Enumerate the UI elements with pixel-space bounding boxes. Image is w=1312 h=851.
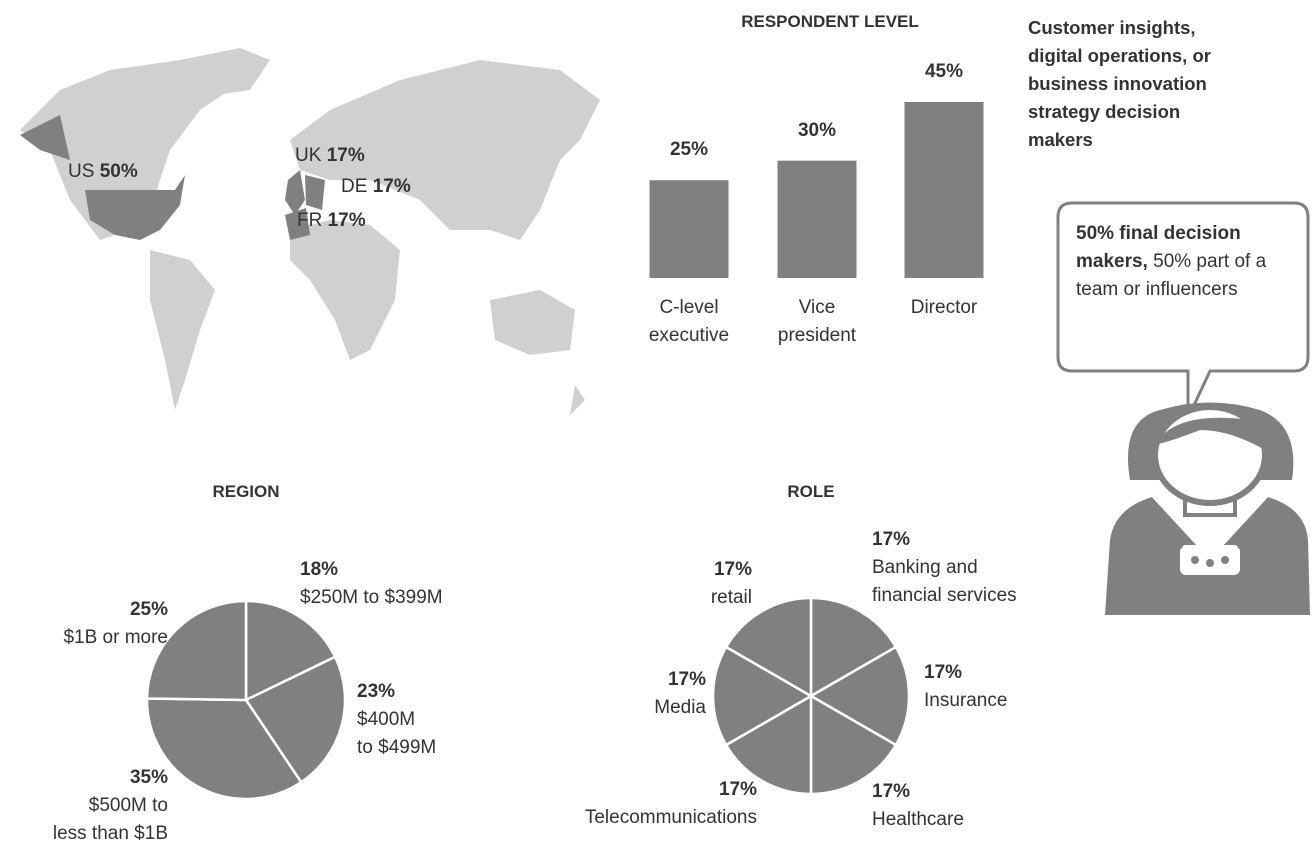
region-label: FR 17% <box>297 207 366 235</box>
category-label: $1B or more <box>63 627 168 648</box>
value-label: 18% <box>300 559 339 580</box>
chart-title: RESPONDENT LEVEL <box>741 12 919 31</box>
pie-slice <box>724 693 813 796</box>
pie-slice <box>809 693 898 796</box>
category-label: Telecommunications <box>584 807 757 828</box>
pie-slice <box>244 599 337 702</box>
category-label: $500M to less than $1B <box>52 795 168 844</box>
bar <box>904 102 984 278</box>
region-name: FR <box>297 210 323 231</box>
category-label: Insurance <box>924 690 1008 711</box>
value-label: 30% <box>797 119 837 141</box>
category-label: $400M to $499M <box>357 709 437 758</box>
bar <box>649 180 729 278</box>
pie-slice <box>724 596 813 699</box>
callout-bold: 50% final decision makers, <box>1076 223 1241 272</box>
value-label: 17% <box>924 662 963 683</box>
category-label: $250M to $399M <box>300 587 443 608</box>
category-label: retail <box>710 587 752 608</box>
bar <box>777 160 857 278</box>
region-label: DE 17% <box>341 173 411 201</box>
highlighted-countries <box>20 115 325 240</box>
value-label: 35% <box>129 767 168 788</box>
pie-slice <box>145 599 248 702</box>
region-label: UK 17% <box>295 142 365 170</box>
callout-bubble <box>1056 201 1310 419</box>
value-label: 17% <box>713 559 752 580</box>
category-label: Banking and financial services <box>872 557 1017 606</box>
region-name: US <box>68 161 95 182</box>
region-name: UK <box>295 145 322 166</box>
audience-text: Customer insights, digital operations, o… <box>1028 17 1211 150</box>
pie-slice <box>711 645 814 747</box>
region-value: 17% <box>372 176 411 197</box>
value-label: 17% <box>718 779 757 800</box>
person-icon <box>1105 402 1310 615</box>
value-label: 17% <box>667 669 706 690</box>
pie-slice <box>809 596 898 699</box>
region-name: DE <box>341 176 368 197</box>
category-label: Healthcare <box>872 809 964 830</box>
callout-text: 50% final decision makers, 50% part of a… <box>1076 220 1296 304</box>
region-value: 17% <box>326 145 365 166</box>
value-label: 25% <box>129 599 168 620</box>
pie-slice <box>808 645 911 747</box>
pie-slice <box>244 655 347 784</box>
category-label: Vice president <box>777 297 857 346</box>
world-map <box>20 48 600 415</box>
category-label: Media <box>654 697 706 718</box>
value-label: 17% <box>872 529 911 550</box>
category-label: Director <box>910 297 978 318</box>
category-label: C-level executive <box>648 297 730 346</box>
callout-rest: 50% part of a team or influencers <box>1076 251 1267 300</box>
region-value: 17% <box>327 210 366 231</box>
pie-slice <box>145 697 303 801</box>
value-label: 45% <box>924 61 964 82</box>
chart-title: ROLE <box>787 482 835 501</box>
value-label: 23% <box>357 681 396 702</box>
value-label: 25% <box>669 139 709 161</box>
value-label: 17% <box>872 781 911 802</box>
chart-title: REGION <box>212 482 280 501</box>
region-value: 50% <box>99 161 138 182</box>
region-label: US 50% <box>68 158 138 186</box>
